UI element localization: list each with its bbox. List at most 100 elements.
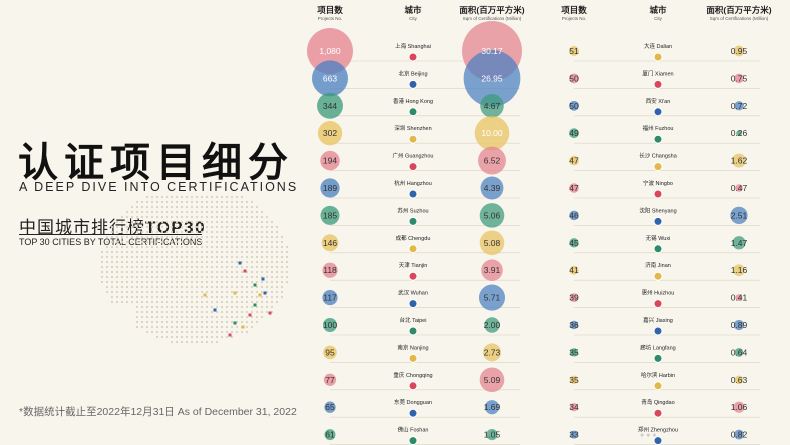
map-dot <box>130 255 134 259</box>
map-dot <box>265 310 269 314</box>
map-dot <box>200 320 204 324</box>
map-dot <box>190 320 194 324</box>
map-dot <box>225 305 229 309</box>
header-area: 面积(百万平方米) <box>459 5 524 15</box>
map-dot <box>150 245 154 249</box>
map-dot <box>165 270 169 274</box>
map-dot <box>190 285 194 289</box>
projects-value: 33 <box>569 430 579 440</box>
map-dot <box>185 325 189 329</box>
map-dot <box>235 260 239 264</box>
map-dot <box>235 285 239 289</box>
map-dot <box>130 295 134 299</box>
map-dot <box>245 240 249 244</box>
city-dot <box>408 134 418 144</box>
map-dot <box>220 240 224 244</box>
area-bubble <box>478 146 506 175</box>
map-dot <box>135 230 139 234</box>
map-dot <box>260 290 264 294</box>
map-dot <box>245 305 249 309</box>
map-dot <box>225 270 229 274</box>
map-dot <box>235 295 239 299</box>
map-dot <box>115 225 119 229</box>
map-dot <box>165 215 169 219</box>
map-dot <box>275 295 279 299</box>
map-dot <box>140 285 144 289</box>
city-name: 苏州 Suzhou <box>397 206 428 214</box>
projects-bubble <box>320 150 340 171</box>
map-dot <box>205 340 209 344</box>
map-dot <box>245 260 249 264</box>
map-dot <box>165 225 169 229</box>
map-dot <box>270 290 274 294</box>
city-name: 廊坊 Langfang <box>640 343 675 351</box>
city-name: 济南 Jinan <box>645 261 671 269</box>
map-dot <box>215 230 219 234</box>
map-dot <box>120 235 124 239</box>
map-dot <box>140 220 144 224</box>
map-dot <box>245 295 249 299</box>
map-dot <box>215 330 219 334</box>
map-dot <box>185 330 189 334</box>
map-dot <box>145 320 149 324</box>
map-dot <box>195 270 199 274</box>
map-dot <box>210 200 214 204</box>
header-area-en: Sqm of Certifications (Million) <box>710 16 769 21</box>
map-dot <box>280 285 284 289</box>
map-dot <box>155 280 159 284</box>
map-dot <box>255 225 259 229</box>
map-dot <box>120 275 124 279</box>
map-dot <box>185 265 189 269</box>
map-dot <box>225 325 229 329</box>
city-dot <box>408 189 418 199</box>
map-dot <box>220 325 224 329</box>
map-dot <box>200 245 204 249</box>
map-dot <box>135 305 139 309</box>
map-dot <box>215 255 219 259</box>
map-dot <box>135 250 139 254</box>
projects-bubble <box>323 373 337 386</box>
map-dot <box>185 240 189 244</box>
map-dot <box>280 270 284 274</box>
map-dot <box>250 230 254 234</box>
map-dot <box>215 195 219 199</box>
map-dot <box>180 285 184 289</box>
map-dot <box>225 330 229 334</box>
city-name: 天津 Tianjin <box>399 262 428 269</box>
map-dot <box>140 305 144 309</box>
map-dot <box>240 300 244 304</box>
map-dot <box>200 200 204 204</box>
city-dot <box>408 162 418 172</box>
map-dot <box>285 265 289 269</box>
map-dot <box>245 280 249 284</box>
map-dot <box>160 265 164 269</box>
map-dot <box>210 290 214 294</box>
map-dot <box>265 255 269 259</box>
map-dot <box>275 290 279 294</box>
map-dot <box>220 320 224 324</box>
map-dot <box>240 255 244 259</box>
map-dot <box>270 300 274 304</box>
map-dot <box>245 210 249 214</box>
map-dot <box>160 280 164 284</box>
map-dot <box>190 215 194 219</box>
map-dot <box>195 290 199 294</box>
map-dot <box>200 305 204 309</box>
map-dot <box>230 200 234 204</box>
projects-bubble <box>569 128 579 139</box>
map-dot <box>250 270 254 274</box>
projects-value: 41 <box>569 265 579 275</box>
map-dot <box>130 270 134 274</box>
map-dot <box>160 210 164 214</box>
map-dot <box>230 255 234 259</box>
map-dot <box>200 295 204 299</box>
map-dot <box>260 270 264 274</box>
projects-value: 344 <box>323 101 337 111</box>
map-dot <box>115 230 119 234</box>
map-dot <box>220 305 224 309</box>
city-dot <box>653 52 663 62</box>
area-value: 0.41 <box>731 293 748 303</box>
map-dot <box>145 225 149 229</box>
map-dot <box>220 285 224 289</box>
area-bubble <box>480 176 504 200</box>
